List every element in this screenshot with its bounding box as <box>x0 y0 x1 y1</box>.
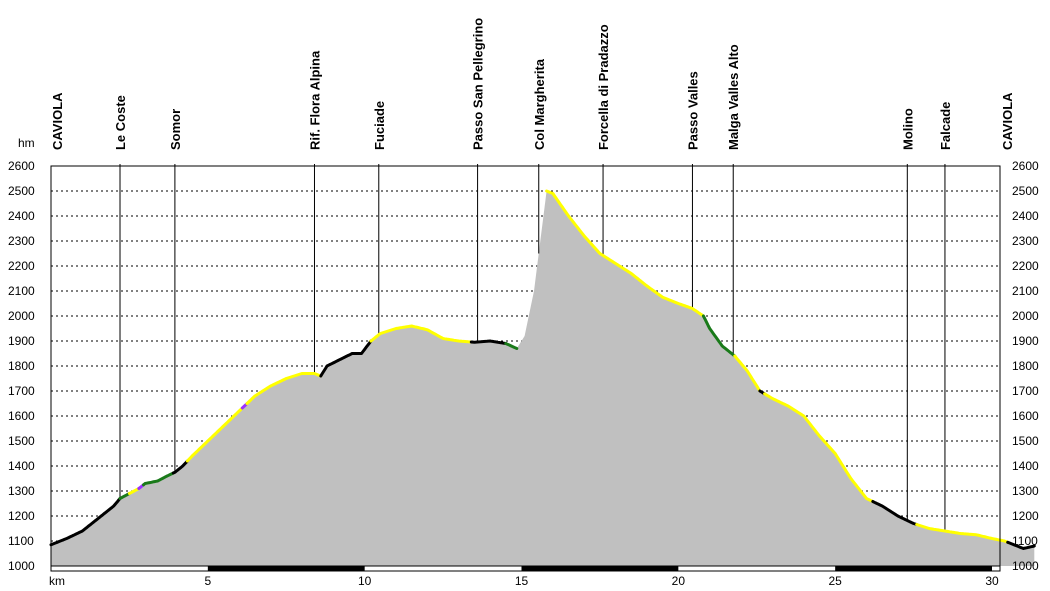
y-tick-label-right-2400: 2400 <box>1012 209 1039 223</box>
waypoint-layer: CAVIOLA Le Coste Somor Rif. Flora Alpina Fuc… <box>50 18 1015 531</box>
y-tick-label-right-1300: 1300 <box>1012 484 1039 498</box>
surface-segment-trail_green-14 <box>701 314 737 358</box>
y-tick-label-right-1100: 1100 <box>1012 534 1038 548</box>
surface-segment-trail_yellow-13 <box>545 189 705 318</box>
y-tick-label-left-2300: 2300 <box>8 234 35 248</box>
surface-segment-trail_yellow-10 <box>369 324 473 344</box>
surface-segment-road-9 <box>319 339 373 378</box>
y-tick-label-right-1600: 1600 <box>1012 409 1039 423</box>
surface-segment-road-11 <box>469 339 508 345</box>
waypoint-label-11: Falcade <box>938 102 953 150</box>
waypoint-label-8: Passo Valles <box>685 71 700 150</box>
surface-segment-road-0 <box>49 497 122 547</box>
surface-segment-road-18 <box>871 500 919 526</box>
y-tick-label-left-1500: 1500 <box>8 434 35 448</box>
distance-scale-band-0 <box>207 566 365 571</box>
y-tick-label-left-1700: 1700 <box>8 384 35 398</box>
axis-layer: 1000 1000 1100 1100 1200 1200 1300 1300 1400 1400… <box>8 136 1039 588</box>
y-tick-label-right-2300: 2300 <box>1012 234 1039 248</box>
surface-segment-trail_yellow-8 <box>245 372 323 405</box>
surface-segment-trail_green-1 <box>118 492 131 500</box>
y-tick-label-right-2200: 2200 <box>1012 259 1039 273</box>
surface-layer <box>49 189 1036 550</box>
waypoint-label-0: CAVIOLA <box>50 92 65 150</box>
y-tick-label-left-1800: 1800 <box>8 359 35 373</box>
x-tick-label-20: 20 <box>672 574 686 588</box>
surface-segment-road-20 <box>1006 540 1036 550</box>
y-tick-label-left-1900: 1900 <box>8 334 35 348</box>
area-layer <box>51 191 1035 566</box>
surface-segment-road-5 <box>171 459 189 475</box>
surface-segment-trail_green-4 <box>142 471 175 487</box>
surface-segment-trail_yellow-19 <box>915 523 1010 544</box>
x-tick-label-15: 15 <box>515 574 529 588</box>
waypoint-label-7: Forcella di Pradazzo <box>596 24 611 150</box>
y-tick-label-right-1900: 1900 <box>1012 334 1039 348</box>
waypoint-label-3: Rif. Flora Alpina <box>307 50 322 150</box>
waypoint-label-10: Molino <box>900 108 915 150</box>
waypoint-label-4: Fuciade <box>372 101 387 150</box>
y-tick-label-right-1800: 1800 <box>1012 359 1039 373</box>
surface-segment-trail_yellow-2 <box>127 487 141 495</box>
x-tick-label-5: 5 <box>204 574 211 588</box>
elevation-area <box>51 191 1035 566</box>
y-tick-label-left-2100: 2100 <box>8 284 35 298</box>
y-tick-label-left-1300: 1300 <box>8 484 35 498</box>
y-tick-label-left-2600: 2600 <box>8 159 35 173</box>
distance-scale-band-2 <box>835 566 992 571</box>
y-tick-label-right-1400: 1400 <box>1012 459 1039 473</box>
y-axis-unit-label: hm <box>18 136 35 150</box>
distance-scale-band-1 <box>521 566 679 571</box>
waypoint-label-9: Malga Valles Alto <box>726 44 741 150</box>
y-tick-label-right-1500: 1500 <box>1012 434 1039 448</box>
y-tick-label-left-1600: 1600 <box>8 409 35 423</box>
surface-segment-trail_yellow-15 <box>733 354 762 393</box>
x-tick-label-30: 30 <box>985 574 999 588</box>
y-tick-label-left-1400: 1400 <box>8 459 35 473</box>
waypoint-label-2: Somor <box>168 109 183 150</box>
y-tick-label-right-2000: 2000 <box>1012 309 1039 323</box>
surface-segment-trail_yellow-17 <box>763 392 875 503</box>
surface-segment-trail_green-12 <box>504 342 519 350</box>
y-tick-label-left-1100: 1100 <box>8 534 34 548</box>
waypoint-label-12: CAVIOLA <box>1000 92 1015 150</box>
x-tick-label-10: 10 <box>358 574 372 588</box>
y-tick-label-right-2500: 2500 <box>1012 184 1039 198</box>
waypoint-label-6: Col Margherita <box>532 58 547 150</box>
x-axis-unit-label: km <box>49 574 65 588</box>
waypoint-label-5: Passo San Pellegrino <box>471 18 486 150</box>
y-tick-label-right-2100: 2100 <box>1012 284 1039 298</box>
y-tick-label-left-2400: 2400 <box>8 209 35 223</box>
y-tick-label-right-2600: 2600 <box>1012 159 1039 173</box>
x-tick-label-25: 25 <box>828 574 842 588</box>
y-tick-label-left-2500: 2500 <box>8 184 35 198</box>
y-tick-label-left-2000: 2000 <box>8 309 35 323</box>
y-tick-label-right-1200: 1200 <box>1012 509 1039 523</box>
y-tick-label-left-1000: 1000 <box>8 559 35 573</box>
waypoint-label-1: Le Coste <box>113 95 128 150</box>
y-tick-label-right-1700: 1700 <box>1012 384 1039 398</box>
y-tick-label-right-1000: 1000 <box>1012 559 1039 573</box>
y-tick-label-left-1200: 1200 <box>8 509 35 523</box>
y-tick-label-left-2200: 2200 <box>8 259 35 273</box>
surface-segment-trail_yellow-6 <box>185 406 244 463</box>
